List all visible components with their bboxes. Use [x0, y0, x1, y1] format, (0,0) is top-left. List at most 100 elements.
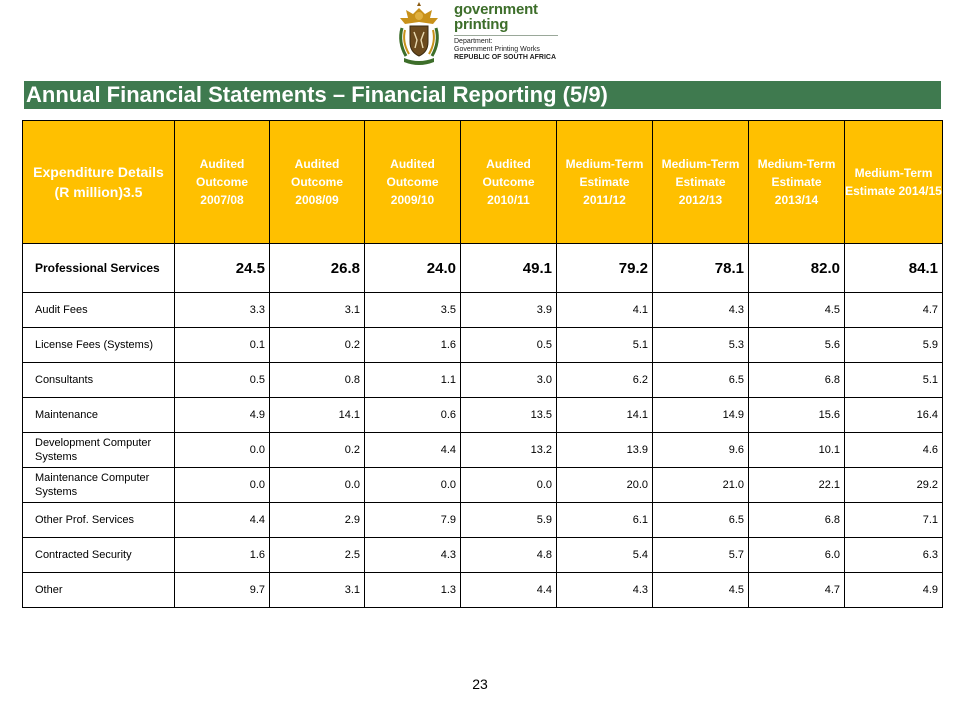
- table-cell: 5.7: [652, 537, 749, 573]
- table-row: Maintenance Computer Systems 0.0 0.0 0.0…: [22, 467, 943, 503]
- table-cell: 3.0: [460, 362, 557, 398]
- column-header: Audited Outcome 2007/08: [174, 120, 270, 244]
- table-cell: 78.1: [652, 243, 749, 293]
- table-cell: 3.1: [269, 572, 365, 608]
- table-cell: 1.6: [174, 537, 270, 573]
- table-row: Audit Fees 3.3 3.1 3.5 3.9 4.1 4.3 4.5 4…: [22, 292, 943, 328]
- brand-department: Department:: [454, 38, 493, 45]
- brand-line-printing: printing: [454, 16, 509, 33]
- brand-line-government: government: [454, 1, 538, 18]
- table-cell: 0.0: [460, 467, 557, 503]
- table-row: Professional Services 24.5 26.8 24.0 49.…: [22, 243, 943, 293]
- table-cell: 0.1: [174, 327, 270, 363]
- brand-text: government printing Department: Governme…: [454, 2, 594, 62]
- column-header: Medium-Term Estimate 2012/13: [652, 120, 749, 244]
- table-cell: 4.6: [844, 432, 943, 468]
- table-cell: 79.2: [556, 243, 653, 293]
- row-label: Contracted Security: [22, 537, 175, 573]
- row-label: Professional Services: [22, 243, 175, 293]
- table-cell: 7.9: [364, 502, 461, 538]
- table-cell: 0.0: [364, 467, 461, 503]
- table-cell: 5.9: [460, 502, 557, 538]
- table-cell: 4.9: [844, 572, 943, 608]
- table-cell: 1.1: [364, 362, 461, 398]
- table-cell: 6.5: [652, 502, 749, 538]
- coat-of-arms-icon: [399, 2, 439, 65]
- table-cell: 6.8: [748, 502, 845, 538]
- slide-title: Annual Financial Statements – Financial …: [26, 82, 608, 107]
- table-cell: 26.8: [269, 243, 365, 293]
- table-cell: 6.5: [652, 362, 749, 398]
- table-cell: 5.6: [748, 327, 845, 363]
- table-row: Development Computer Systems 0.0 0.2 4.4…: [22, 432, 943, 468]
- table-row: License Fees (Systems) 0.1 0.2 1.6 0.5 5…: [22, 327, 943, 363]
- table-cell: 4.4: [364, 432, 461, 468]
- table-cell: 5.1: [556, 327, 653, 363]
- table-cell: 16.4: [844, 397, 943, 433]
- table-cell: 49.1: [460, 243, 557, 293]
- table-cell: 0.2: [269, 432, 365, 468]
- table-cell: 13.5: [460, 397, 557, 433]
- table-cell: 22.1: [748, 467, 845, 503]
- column-header: Audited Outcome 2008/09: [269, 120, 365, 244]
- table-cell: 14.1: [556, 397, 653, 433]
- table-cell: 0.0: [174, 432, 270, 468]
- table-cell: 1.6: [364, 327, 461, 363]
- table-cell: 24.5: [174, 243, 270, 293]
- expenditure-table: Expenditure Details (R million)3.5 Audit…: [22, 120, 943, 608]
- table-cell: 14.9: [652, 397, 749, 433]
- table-cell: 4.7: [748, 572, 845, 608]
- table-cell: 5.9: [844, 327, 943, 363]
- table-header-row: Expenditure Details (R million)3.5 Audit…: [22, 120, 943, 244]
- column-header: Medium-Term Estimate 2014/15: [844, 120, 943, 244]
- table-cell: 4.4: [174, 502, 270, 538]
- table-cell: 3.3: [174, 292, 270, 328]
- table-cell: 5.4: [556, 537, 653, 573]
- table-cell: 0.5: [460, 327, 557, 363]
- table-cell: 4.8: [460, 537, 557, 573]
- column-header: Audited Outcome 2009/10: [364, 120, 461, 244]
- table-cell: 4.5: [748, 292, 845, 328]
- column-header-expenditure-details: Expenditure Details (R million)3.5: [22, 120, 175, 244]
- table-cell: 6.3: [844, 537, 943, 573]
- table-cell: 4.7: [844, 292, 943, 328]
- table-cell: 0.6: [364, 397, 461, 433]
- table-row: Consultants 0.5 0.8 1.1 3.0 6.2 6.5 6.8 …: [22, 362, 943, 398]
- row-label: Other Prof. Services: [22, 502, 175, 538]
- row-label: Consultants: [22, 362, 175, 398]
- table-cell: 1.3: [364, 572, 461, 608]
- table-cell: 4.3: [364, 537, 461, 573]
- column-header: Medium-Term Estimate 2011/12: [556, 120, 653, 244]
- table-row: Other Prof. Services 4.4 2.9 7.9 5.9 6.1…: [22, 502, 943, 538]
- row-label: License Fees (Systems): [22, 327, 175, 363]
- table-cell: 21.0: [652, 467, 749, 503]
- table-cell: 0.0: [269, 467, 365, 503]
- table-cell: 4.5: [652, 572, 749, 608]
- table-cell: 7.1: [844, 502, 943, 538]
- government-printing-logo: government printing Department: Governme…: [396, 2, 596, 68]
- table-cell: 2.5: [269, 537, 365, 573]
- table-cell: 6.8: [748, 362, 845, 398]
- table-cell: 13.2: [460, 432, 557, 468]
- table-row: Other 9.7 3.1 1.3 4.4 4.3 4.5 4.7 4.9: [22, 572, 943, 608]
- table-cell: 0.2: [269, 327, 365, 363]
- table-cell: 0.5: [174, 362, 270, 398]
- table-cell: 20.0: [556, 467, 653, 503]
- table-cell: 4.9: [174, 397, 270, 433]
- column-header: Medium-Term Estimate 2013/14: [748, 120, 845, 244]
- table-cell: 10.1: [748, 432, 845, 468]
- table-row: Contracted Security 1.6 2.5 4.3 4.8 5.4 …: [22, 537, 943, 573]
- table-cell: 9.7: [174, 572, 270, 608]
- row-label: Maintenance: [22, 397, 175, 433]
- row-label: Audit Fees: [22, 292, 175, 328]
- table-cell: 4.3: [652, 292, 749, 328]
- table-cell: 6.2: [556, 362, 653, 398]
- table-cell: 5.3: [652, 327, 749, 363]
- table-cell: 2.9: [269, 502, 365, 538]
- table-cell: 84.1: [844, 243, 943, 293]
- table-cell: 4.3: [556, 572, 653, 608]
- column-header: Audited Outcome 2010/11: [460, 120, 557, 244]
- title-bar: Annual Financial Statements – Financial …: [24, 81, 941, 109]
- table-cell: 3.9: [460, 292, 557, 328]
- table-cell: 5.1: [844, 362, 943, 398]
